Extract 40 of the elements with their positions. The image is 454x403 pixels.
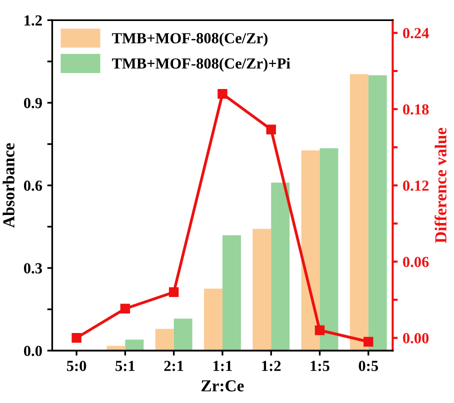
y-tick-label: 0.3 bbox=[24, 263, 42, 274]
bar bbox=[350, 74, 368, 351]
point bbox=[218, 89, 228, 99]
y2-tick-label: 0.12 bbox=[403, 180, 429, 191]
point bbox=[120, 304, 130, 314]
x-tick-label: 1:5 bbox=[310, 360, 330, 372]
y2-tick-label: 0.06 bbox=[403, 256, 429, 268]
x-tick-label: 1:1 bbox=[214, 360, 232, 372]
y-tick-label: 0.0 bbox=[24, 346, 42, 356]
y2-tick-label: 0.00 bbox=[403, 333, 429, 344]
point bbox=[72, 333, 82, 343]
x-tick-label: 0:5 bbox=[358, 360, 378, 372]
y-axis-title: Absorbance bbox=[2, 143, 14, 228]
legend-label: TMB+MOF-808(Ce/Zr)+Pi bbox=[112, 58, 290, 72]
y-tick-label: 0.6 bbox=[24, 180, 42, 191]
y2-axis-title: Difference value bbox=[434, 128, 446, 244]
y2-tick-label: 0.24 bbox=[403, 28, 429, 38]
x-tick-label: 5:0 bbox=[66, 360, 86, 372]
bar bbox=[301, 150, 320, 351]
bar bbox=[174, 318, 192, 351]
y-tick-label: 0.9 bbox=[24, 98, 42, 108]
bar bbox=[320, 148, 338, 351]
y2-tick-label: 0.18 bbox=[403, 104, 429, 115]
x-axis-title: Zr:Ce bbox=[202, 380, 244, 392]
bar bbox=[125, 340, 144, 351]
point bbox=[364, 336, 374, 347]
point bbox=[266, 124, 276, 134]
bar bbox=[222, 235, 241, 351]
x-tick-label: 2:1 bbox=[164, 360, 184, 372]
bar bbox=[155, 328, 174, 351]
legend-label: TMB+MOF-808(Ce/Zr) bbox=[112, 32, 268, 46]
bar bbox=[271, 182, 290, 351]
point bbox=[314, 325, 325, 336]
y-tick-label: 1.2 bbox=[24, 15, 42, 26]
bar bbox=[368, 75, 387, 351]
x-tick-label: 5:1 bbox=[116, 360, 135, 372]
x-tick-label: 1:2 bbox=[262, 360, 281, 372]
point bbox=[168, 287, 179, 298]
bar bbox=[252, 228, 272, 351]
bar bbox=[204, 288, 222, 351]
